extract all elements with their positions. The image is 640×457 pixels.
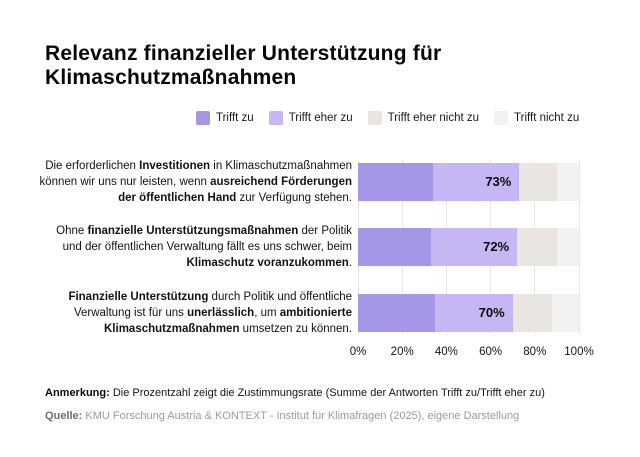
statement-run: Die erforderlichen [45,160,140,172]
statement-run: . [348,257,352,269]
statement-run: durch Politik und öffentliche [208,291,352,303]
gridline-100% [578,160,580,334]
statement-line: Ohne finanzielle Unterstützungsmaßnahmen… [22,223,352,239]
statement-bold-run: finanzielle Unterstützungsmaßnahmen [87,225,299,237]
agreement-label: 70% [478,305,505,320]
legend-swatch-trifft-nicht-zu [494,111,509,125]
source: Quelle: KMU Forschung Austria & KONTEXT … [45,410,519,422]
statement-label: Die erforderlichen Investitionen in Klim… [22,158,352,206]
legend-swatch-trifft-eher-zu [268,111,283,125]
segment-trifft-eher-nicht-zu [517,228,557,266]
legend-label: Trifft eher nicht zu [387,112,480,124]
page-title: Relevanz finanzieller Unterstützung für … [45,42,442,89]
legend-item-trifft-eher-nicht-zu: Trifft eher nicht zu [367,111,480,125]
segment-trifft-zu [358,294,436,332]
source-text: KMU Forschung Austria & KONTEXT - Instit… [82,410,520,422]
segment-trifft-zu [358,163,434,201]
x-tick-0%: 0% [349,346,367,358]
legend-swatch-trifft-eher-nicht-zu [367,111,382,125]
legend: Trifft zu Trifft eher zu Trifft eher nicht… [196,111,579,125]
segment-trifft-eher-nicht-zu [512,294,553,332]
legend-item-trifft-nicht-zu: Trifft nicht zu [494,111,579,125]
agreement-label: 72% [483,239,510,254]
stacked-bar: 70% [358,294,579,332]
segment-trifft-eher-zu [435,294,513,332]
statement-line: Klimaschutz voranzukommen. [22,255,352,271]
segment-trifft-eher-zu [430,228,518,266]
statement-bold-run: Klimaschutzmaßnahmen [104,323,240,335]
x-tick-80%: 80% [523,346,547,358]
segment-trifft-eher-zu [433,163,520,201]
segment-trifft-nicht-zu [556,228,579,266]
stacked-bar: 72% [358,228,579,266]
x-tick-20%: 20% [390,346,414,358]
statement-run: Ohne [56,225,88,237]
statement-line: Die erforderlichen Investitionen in Klim… [22,158,352,174]
statement-line: Klimaschutzmaßnahmen umsetzen zu können. [22,321,352,337]
note-label: Anmerkung: [45,387,110,399]
legend-label: Trifft eher zu [288,112,353,124]
legend-label: Trifft zu [216,112,254,124]
statement-run: der Politik [298,225,353,237]
segment-trifft-zu [358,228,431,266]
segment-trifft-eher-nicht-zu [519,163,557,201]
statement-bold-run: ausreichend Förderungen [210,176,352,188]
legend-swatch-trifft-zu [196,111,210,125]
source-label: Quelle: [45,410,83,422]
statement-bold-run: unerlässlich [187,307,255,319]
note-text: Die Prozentzahl zeigt die Zustimmungsrat… [109,387,545,399]
statement-line: der öffentlichen Hand zur Verfügung steh… [22,190,352,206]
segment-trifft-nicht-zu [552,294,579,332]
legend-item-trifft-zu: Trifft zu [196,111,254,125]
statement-run: Verwaltung ist für uns [73,307,188,319]
statement-run: in Klimaschutzmaßnahmen [210,160,352,172]
segment-trifft-nicht-zu [556,163,579,201]
statement-line: Verwaltung ist für uns unerlässlich, um … [22,305,352,321]
x-tick-40%: 40% [434,346,458,358]
statement-bold-run: der öffentlichen Hand [118,192,237,204]
statement-bold-run: ambitionierte [279,307,352,319]
statement-label: Ohne finanzielle Unterstützungsmaßnahmen… [22,223,352,271]
legend-label: Trifft nicht zu [514,112,580,124]
x-tick-60%: 60% [479,346,503,358]
statement-run: und der öffentlichen Verwaltung fällt es… [62,241,352,253]
statement-run: können wir uns nur leisten, wenn [39,176,211,188]
statement-line: und der öffentlichen Verwaltung fällt es… [22,239,352,255]
statement-bold-run: Klimaschutz voranzukommen [186,257,349,269]
statement-run: zur Verfügung stehen. [236,192,352,204]
statement-bold-run: Investitionen [139,160,211,172]
x-tick-100%: 100% [564,346,594,358]
statement-line: Finanzielle Unterstützung durch Politik … [22,289,352,305]
legend-item-trifft-eher-zu: Trifft eher zu [268,111,353,125]
statement-bold-run: Finanzielle Unterstützung [68,291,209,303]
x-axis: 0% 20% 40% 60% 80% 100% [350,346,594,362]
stacked-bar: 73% [358,163,579,201]
statement-run: umsetzen zu können. [239,323,352,335]
agreement-label: 73% [485,174,512,189]
note: Anmerkung: Die Prozentzahl zeigt die Zus… [45,387,545,399]
statement-line: können wir uns nur leisten, wenn ausreic… [22,174,352,190]
statement-run: , um [254,307,280,319]
statement-label: Finanzielle Unterstützung durch Politik … [22,289,352,337]
